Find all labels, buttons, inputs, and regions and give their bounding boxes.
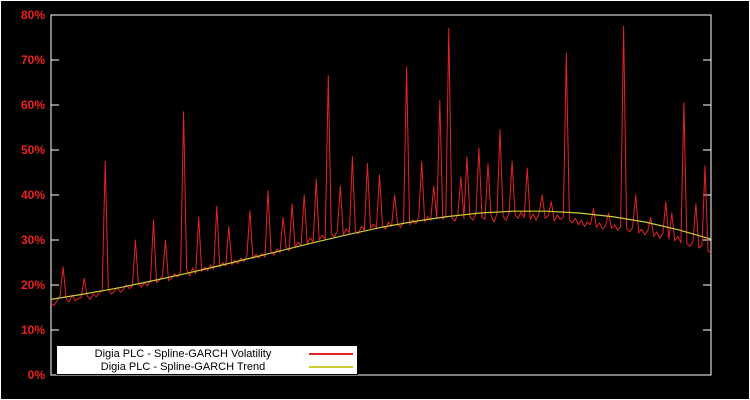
y-axis-tick-label: 30% [20,233,45,247]
legend-row-volatility: Digia PLC - Spline-GARCH Volatility [61,347,353,360]
y-axis-tick-label: 40% [20,188,45,202]
y-axis-tick-label: 10% [20,323,45,337]
y-axis-tick-label: 80% [20,8,45,22]
y-axis-tick-label: 0% [27,368,45,382]
legend-row-trend: Digia PLC - Spline-GARCH Trend [61,360,353,373]
legend-label-volatility: Digia PLC - Spline-GARCH Volatility [94,347,272,360]
y-axis-tick-label: 70% [20,53,45,67]
legend-label-trend: Digia PLC - Spline-GARCH Trend [100,360,266,373]
y-axis-tick-label: 50% [20,143,45,157]
y-axis-tick-label: 60% [20,98,45,112]
y-axis-tick-label: 20% [20,278,45,292]
volatility-line-sample [309,352,353,355]
trend-line-sample [309,365,353,368]
chart-legend: Digia PLC - Spline-GARCH Volatility Digi… [56,345,358,375]
